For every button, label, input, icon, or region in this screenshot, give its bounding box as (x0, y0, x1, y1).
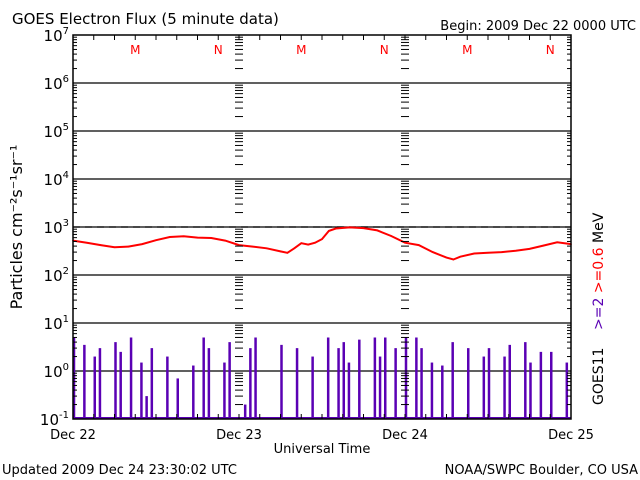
y-tick-label: 101 (44, 314, 69, 333)
y-axis-ticks: 107 106 105 104 103 102 101 100 10-1 (40, 26, 571, 429)
point-0.6mev (265, 247, 268, 250)
source-label: NOAA/SWPC Boulder, CO USA (445, 463, 638, 478)
point-0.6mev (293, 247, 296, 250)
mn-marker: N (380, 43, 389, 57)
point-0.6mev (445, 256, 448, 259)
point-0.6mev (196, 236, 199, 239)
y-tick-label: 105 (44, 122, 69, 141)
point-0.6mev (86, 241, 88, 244)
point-0.6mev (113, 246, 116, 248)
x-axis-label: Universal Time (274, 442, 371, 457)
grid (73, 82, 571, 372)
point-0.6mev (328, 230, 330, 232)
y-tick-label: 103 (44, 218, 69, 237)
point-0.6mev (224, 239, 226, 242)
point-0.6mev (459, 255, 462, 258)
point-0.6mev (404, 241, 406, 244)
y-axis-label: Particles cm⁻²s⁻¹sr⁻¹ (7, 145, 26, 310)
point-0.6mev (314, 241, 316, 244)
x-tick-label: Dec 25 (548, 428, 594, 443)
point-0.6mev (528, 248, 531, 250)
label-2mev: >=2 (591, 298, 607, 330)
y-tick-label: 106 (44, 74, 69, 93)
x-axis-ticks: Dec 22 Dec 23 Dec 24 Dec 25 (50, 35, 594, 443)
mn-marker: N (546, 43, 555, 57)
series-2mev (72, 337, 571, 419)
y-tick-label: 10-1 (40, 410, 69, 429)
point-0.6mev (390, 235, 392, 237)
point-0.6mev (362, 227, 365, 229)
point-0.6mev (286, 252, 289, 254)
point-0.6mev (418, 244, 420, 246)
point-0.6mev (252, 245, 254, 248)
point-0.6mev (487, 252, 489, 254)
line-0.6mev (72, 226, 572, 261)
x-tick-label: Dec 22 (50, 428, 96, 443)
point-0.6mev (307, 243, 309, 246)
point-0.6mev (542, 244, 545, 247)
x-tick-label: Dec 24 (382, 428, 428, 443)
point-0.6mev (501, 251, 503, 253)
y-tick-label: 100 (44, 362, 69, 381)
point-0.6mev (514, 249, 517, 252)
point-0.6mev (169, 236, 171, 238)
updated-label: Updated 2009 Dec 24 23:30:02 UTC (2, 463, 237, 478)
point-0.6mev (300, 242, 303, 244)
mn-marker: M (462, 43, 472, 57)
point-0.6mev (279, 250, 282, 253)
right-energy-label: >=2 >=0.6 MeV (591, 212, 607, 330)
point-0.6mev (238, 244, 240, 246)
point-0.6mev (155, 239, 157, 242)
x-tick-label: Dec 23 (216, 428, 262, 443)
label-mev: MeV (591, 212, 607, 243)
point-0.6mev (99, 244, 102, 246)
point-0.6mev (556, 241, 558, 244)
point-0.6mev (321, 238, 323, 240)
mn-marker: M (296, 43, 306, 57)
point-0.6mev (431, 251, 434, 253)
series-0.6mev (72, 226, 572, 261)
y-tick-label: 104 (44, 170, 69, 189)
point-0.6mev (452, 258, 455, 261)
satellite-label: GOES11 (591, 348, 607, 405)
y-tick-label: 102 (44, 266, 69, 285)
point-0.6mev (182, 235, 185, 238)
point-0.6mev (376, 229, 379, 232)
point-0.6mev (473, 252, 475, 255)
chart-title: GOES Electron Flux (5 minute data) (12, 10, 279, 28)
point-0.6mev (335, 227, 337, 230)
y-tick-label: 107 (44, 26, 69, 45)
mn-marker: M (130, 43, 140, 57)
label-0.6mev: >=0.6 (591, 247, 607, 293)
point-0.6mev (127, 245, 130, 248)
mn-marker: N (214, 43, 223, 57)
begin-label: Begin: 2009 Dec 22 0000 UTC (440, 19, 636, 34)
point-0.6mev (210, 237, 213, 239)
point-0.6mev (141, 243, 143, 245)
point-0.6mev (348, 226, 351, 229)
